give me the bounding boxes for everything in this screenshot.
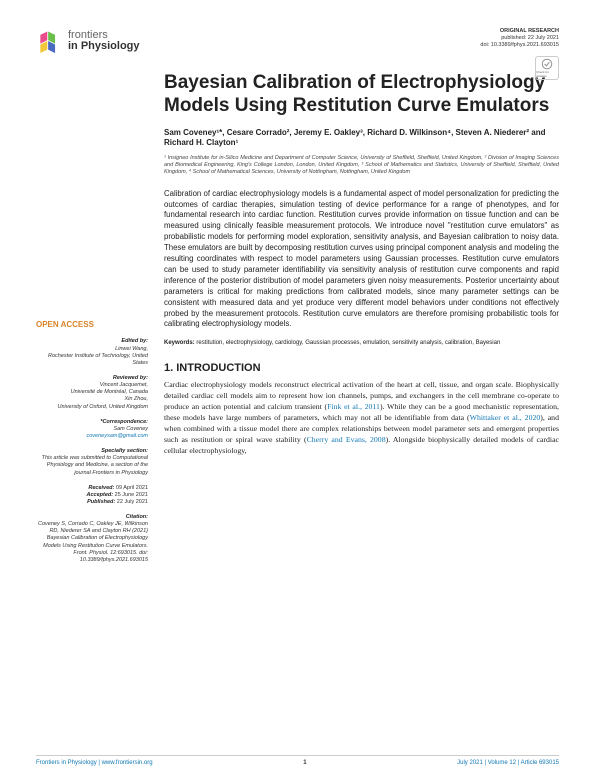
journal-logo: frontiers in Physiology	[36, 28, 140, 54]
authors: Sam Coveney¹*, Cesare Corrado², Jeremy E…	[164, 128, 559, 150]
reviewed-by-block: Reviewed by: Vincent Jacquemet, Universi…	[36, 375, 148, 411]
article-meta: ORIGINAL RESEARCH published: 22 July 202…	[480, 28, 559, 49]
citation-link[interactable]: Cherry and Evans, 2008	[307, 435, 386, 444]
frontiers-logo-icon	[36, 28, 62, 54]
correspondence-email[interactable]: coveneysam@gmail.com	[36, 433, 148, 440]
page-number: 1	[303, 760, 306, 766]
edited-by-block: Edited by: Linwei Wang, Rochester Instit…	[36, 338, 148, 367]
citation-block: Citation: Coveney S, Corrado C, Oakley J…	[36, 514, 148, 564]
doi[interactable]: doi: 10.3389/fphys.2021.693015	[480, 42, 559, 49]
correspondence-block: *Correspondence: Sam Coveney coveneysam@…	[36, 419, 148, 440]
check-updates-label: Check for updates	[536, 70, 558, 78]
article-title: Bayesian Calibration of Electrophysiolog…	[164, 72, 559, 118]
logo-text-line2: in Physiology	[68, 41, 140, 52]
page-footer: Frontiers in Physiology | www.frontiersi…	[36, 755, 559, 766]
main-column: Bayesian Calibration of Electrophysiolog…	[164, 72, 559, 572]
keywords: Keywords: restitution, electrophysiology…	[164, 340, 559, 348]
article-type: ORIGINAL RESEARCH	[480, 28, 559, 35]
footer-left[interactable]: Frontiers in Physiology | www.frontiersi…	[36, 760, 153, 766]
citation-link[interactable]: Whittaker et al., 2020	[470, 413, 541, 422]
check-updates-badge[interactable]: Check for updates	[535, 56, 559, 80]
open-access-label: OPEN ACCESS	[36, 320, 148, 330]
affiliations: ¹ Insigneo Institute for in-Silico Medic…	[164, 155, 559, 176]
footer-right: July 2021 | Volume 12 | Article 693015	[457, 760, 559, 766]
intro-heading: 1. INTRODUCTION	[164, 362, 559, 374]
specialty-block: Specialty section: This article was subm…	[36, 448, 148, 477]
citation-link[interactable]: Fink et al., 2011	[327, 402, 380, 411]
page-header: frontiers in Physiology ORIGINAL RESEARC…	[36, 28, 559, 54]
abstract: Calibration of cardiac electrophysiology…	[164, 189, 559, 331]
intro-body: Cardiac electrophysiology models reconst…	[164, 380, 559, 456]
sidebar: OPEN ACCESS Edited by: Linwei Wang, Roch…	[36, 72, 148, 572]
published-date: published: 22 July 2021	[480, 35, 559, 42]
dates-block: Received: 09 April 2021 Accepted: 25 Jun…	[36, 485, 148, 506]
crossmark-icon	[541, 58, 553, 70]
